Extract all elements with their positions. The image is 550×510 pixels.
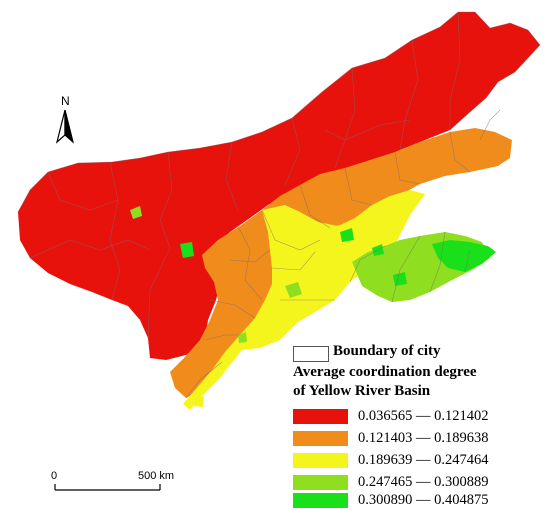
region-patch-1 [130, 206, 142, 219]
region-patch-2 [180, 242, 194, 258]
north-label: N [61, 94, 70, 108]
legend-item: 0.036565 — 0.121402 [293, 407, 489, 425]
region-patch-6 [238, 332, 247, 343]
legend-item: 0.189639 — 0.247464 [293, 451, 489, 469]
legend-item: 0.300890 — 0.404875 [293, 491, 489, 509]
legend-range-label: 0.300890 — 0.404875 [358, 491, 489, 508]
region-patch-8 [194, 396, 204, 407]
legend-swatch [293, 452, 348, 468]
region-patch-3 [285, 282, 302, 298]
region-patch-4 [340, 228, 354, 242]
north-arrow-icon [55, 109, 75, 144]
legend-range-label: 0.036565 — 0.121402 [358, 407, 489, 424]
city-boundaries [17, 11, 541, 399]
region-class-5-east [432, 240, 496, 272]
region-class-2-centre [170, 128, 512, 398]
scale-end-label: 500 km [138, 470, 175, 482]
legend-title-line-2: of Yellow River Basin [293, 383, 431, 399]
legend-range-label: 0.121403 — 0.189638 [358, 429, 489, 446]
scale-start-label: 0 [51, 470, 58, 482]
legend-title-line-1: Average coordination degree [293, 364, 477, 380]
legend-swatch [293, 430, 348, 446]
legend-range-label: 0.189639 — 0.247464 [358, 451, 489, 468]
legend-swatch [293, 492, 348, 508]
region-patch-5 [393, 272, 407, 286]
legend-swatch [293, 474, 348, 490]
legend-range-label: 0.247465 — 0.300889 [358, 473, 489, 490]
boundary-label: Boundary of city [333, 343, 441, 359]
legend-item: 0.121403 — 0.189638 [293, 429, 489, 447]
legend-swatch [293, 408, 348, 424]
region-class-1-west [18, 12, 540, 360]
legend-item: 0.247465 — 0.300889 [293, 473, 489, 491]
scale-bar [54, 484, 161, 491]
boundary-swatch [293, 346, 329, 362]
